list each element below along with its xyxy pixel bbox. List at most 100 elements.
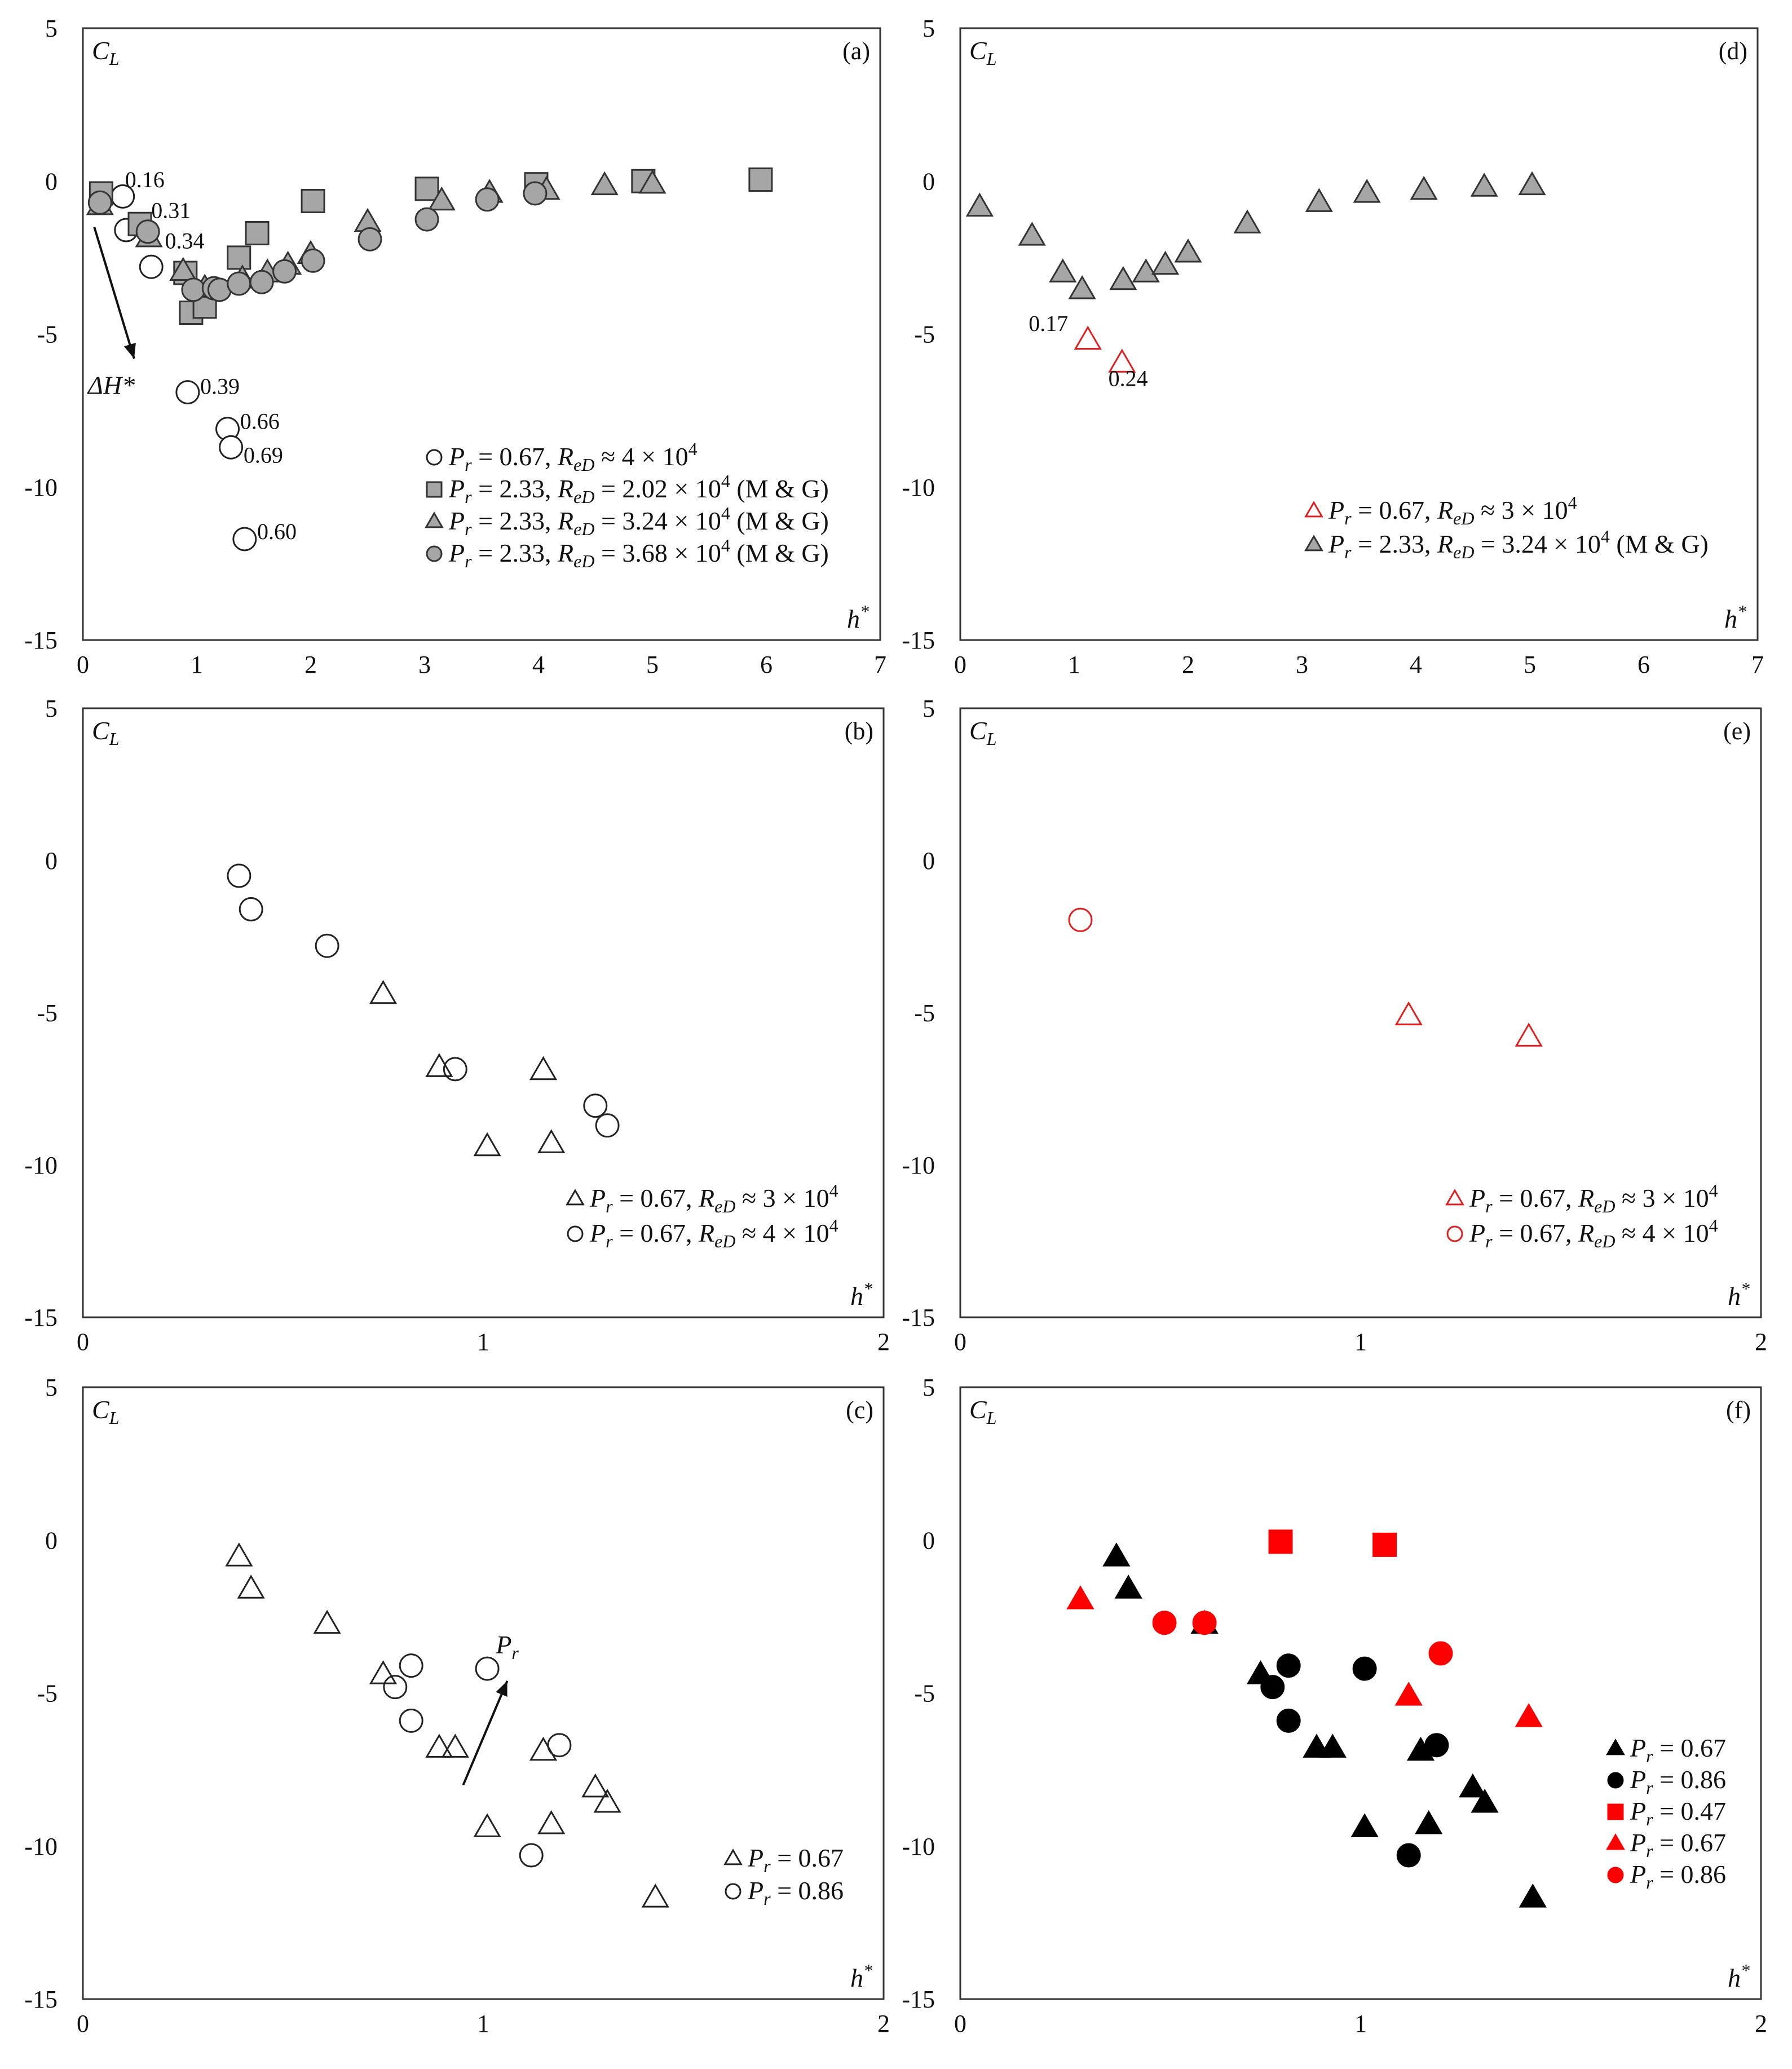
data-point <box>227 245 251 270</box>
data-point <box>1192 1611 1217 1635</box>
x-tick-label: 4 <box>532 651 545 678</box>
legend-text: Pr = 0.67 <box>747 1843 844 1876</box>
point-annotation: 0.31 <box>151 197 191 223</box>
y-tick-label: -15 <box>902 1304 935 1331</box>
data-point <box>441 1733 469 1758</box>
point-annotation: 0.16 <box>125 167 165 192</box>
y-tick-label: -5 <box>37 999 58 1027</box>
y-tick-label: 0 <box>923 847 935 875</box>
arrow-head <box>123 342 136 359</box>
data-point <box>1372 1532 1397 1557</box>
y-tick-label: 0 <box>45 847 58 875</box>
legend-entry: Pr = 0.67 <box>1606 1733 1726 1766</box>
legend-marker <box>1607 1867 1624 1883</box>
x-tick-label: 0 <box>77 2010 89 2037</box>
y-tick-label: 5 <box>45 695 58 722</box>
y-axis-label: CL <box>969 716 996 749</box>
data-point <box>414 177 439 201</box>
data-point <box>638 169 667 194</box>
legend-marker <box>567 1225 584 1242</box>
plot-frame <box>82 27 881 641</box>
legend-entry: Pr = 0.67 <box>723 1843 844 1876</box>
x-tick-label: 7 <box>874 651 886 678</box>
legend-text: Pr = 2.33, ReD = 3.24 × 104 (M & G) <box>448 503 829 539</box>
series-1 <box>1394 1001 1543 1047</box>
data-point <box>227 863 251 888</box>
data-point <box>1428 1641 1453 1666</box>
legend-entry: Pr = 0.67, ReD ≈ 4 × 104 <box>1446 1215 1718 1251</box>
plot-frame <box>959 1386 1762 2000</box>
data-point <box>1518 171 1546 196</box>
data-point <box>748 167 773 192</box>
data-point <box>425 1733 453 1758</box>
legend-marker <box>1445 1189 1464 1206</box>
y-tick-label: -15 <box>24 1304 58 1331</box>
x-tick-label: 5 <box>646 651 659 678</box>
plot-frame <box>82 1386 885 2000</box>
x-tick-label: 1 <box>477 2010 489 2037</box>
y-axis-label: CL <box>92 1395 119 1428</box>
data-point <box>414 207 439 232</box>
data-point <box>529 1056 558 1080</box>
y-tick-label: 0 <box>923 1527 935 1554</box>
data-point <box>583 1093 608 1118</box>
y-tick-label: -5 <box>37 321 58 348</box>
data-point <box>1424 1733 1449 1758</box>
x-tick-label: 2 <box>877 2010 890 2037</box>
legend-text: Pr = 0.67, ReD ≈ 4 × 104 <box>1469 1215 1718 1251</box>
data-point <box>272 259 297 284</box>
data-point <box>1102 1542 1131 1567</box>
data-point <box>313 1609 341 1634</box>
legend-text: Pr = 0.67, ReD ≈ 4 × 104 <box>448 439 698 475</box>
y-tick-label: 5 <box>45 15 58 42</box>
legend-marker <box>723 1849 743 1865</box>
series-1 <box>225 1542 669 1908</box>
legend-text: Pr = 0.86 <box>1630 1860 1726 1892</box>
arrow-label: Pr <box>495 1630 519 1663</box>
data-point <box>1515 1022 1543 1047</box>
data-point <box>135 219 160 244</box>
x-tick-label: 2 <box>304 651 317 678</box>
data-point <box>595 1113 620 1138</box>
plot-frame <box>82 707 885 1318</box>
legend-text: Pr = 0.67, ReD ≈ 3 × 104 <box>589 1180 838 1216</box>
legend-entry: Pr = 0.67, ReD ≈ 4 × 104 <box>567 1215 838 1251</box>
x-tick-label: 1 <box>1068 651 1080 678</box>
y-axis-label: CL <box>969 36 996 69</box>
legend-entry: Pr = 0.67, ReD ≈ 3 × 104 <box>1445 1180 1718 1216</box>
data-point <box>1151 250 1180 275</box>
legend-text: Pr = 0.67, ReD ≈ 4 × 104 <box>589 1215 838 1251</box>
x-tick-label: 0 <box>954 2010 966 2037</box>
data-point <box>225 1542 253 1567</box>
point-annotation: 0.66 <box>240 409 280 434</box>
data-point <box>169 257 197 281</box>
data-point <box>369 980 398 1004</box>
data-point <box>425 1053 453 1077</box>
legend-entry: Pr = 2.33, ReD = 3.24 × 104 (M & G) <box>425 503 829 539</box>
y-tick-label: -5 <box>37 1680 58 1708</box>
y-tick-label: 5 <box>923 695 935 722</box>
panel-b: 5 0 -5 -10 -15 0 1 2 CL h* (b) Pr = 0.67, ReD ≈ 3 ×… <box>24 695 890 1356</box>
panel-label: (b) <box>845 717 873 745</box>
x-tick-label: 1 <box>191 651 203 678</box>
data-point <box>239 897 263 921</box>
y-tick-label: -10 <box>24 474 58 501</box>
data-point <box>1066 1585 1094 1609</box>
plot-frame <box>959 27 1759 641</box>
y-tick-label: -10 <box>902 474 935 501</box>
data-point <box>1268 1529 1293 1554</box>
y-tick-label: -10 <box>902 1833 935 1860</box>
y-axis-label: CL <box>969 1395 996 1428</box>
panel-label: (e) <box>1723 717 1751 745</box>
series-2 <box>965 171 1546 299</box>
data-point <box>475 187 500 212</box>
y-tick-label: -10 <box>24 1152 58 1179</box>
legend-entry: Pr = 0.86 <box>725 1876 844 1909</box>
data-point <box>399 1653 423 1678</box>
data-point <box>547 1733 572 1758</box>
data-point <box>1109 266 1137 290</box>
legend-marker <box>426 481 443 498</box>
data-point <box>1018 222 1046 246</box>
